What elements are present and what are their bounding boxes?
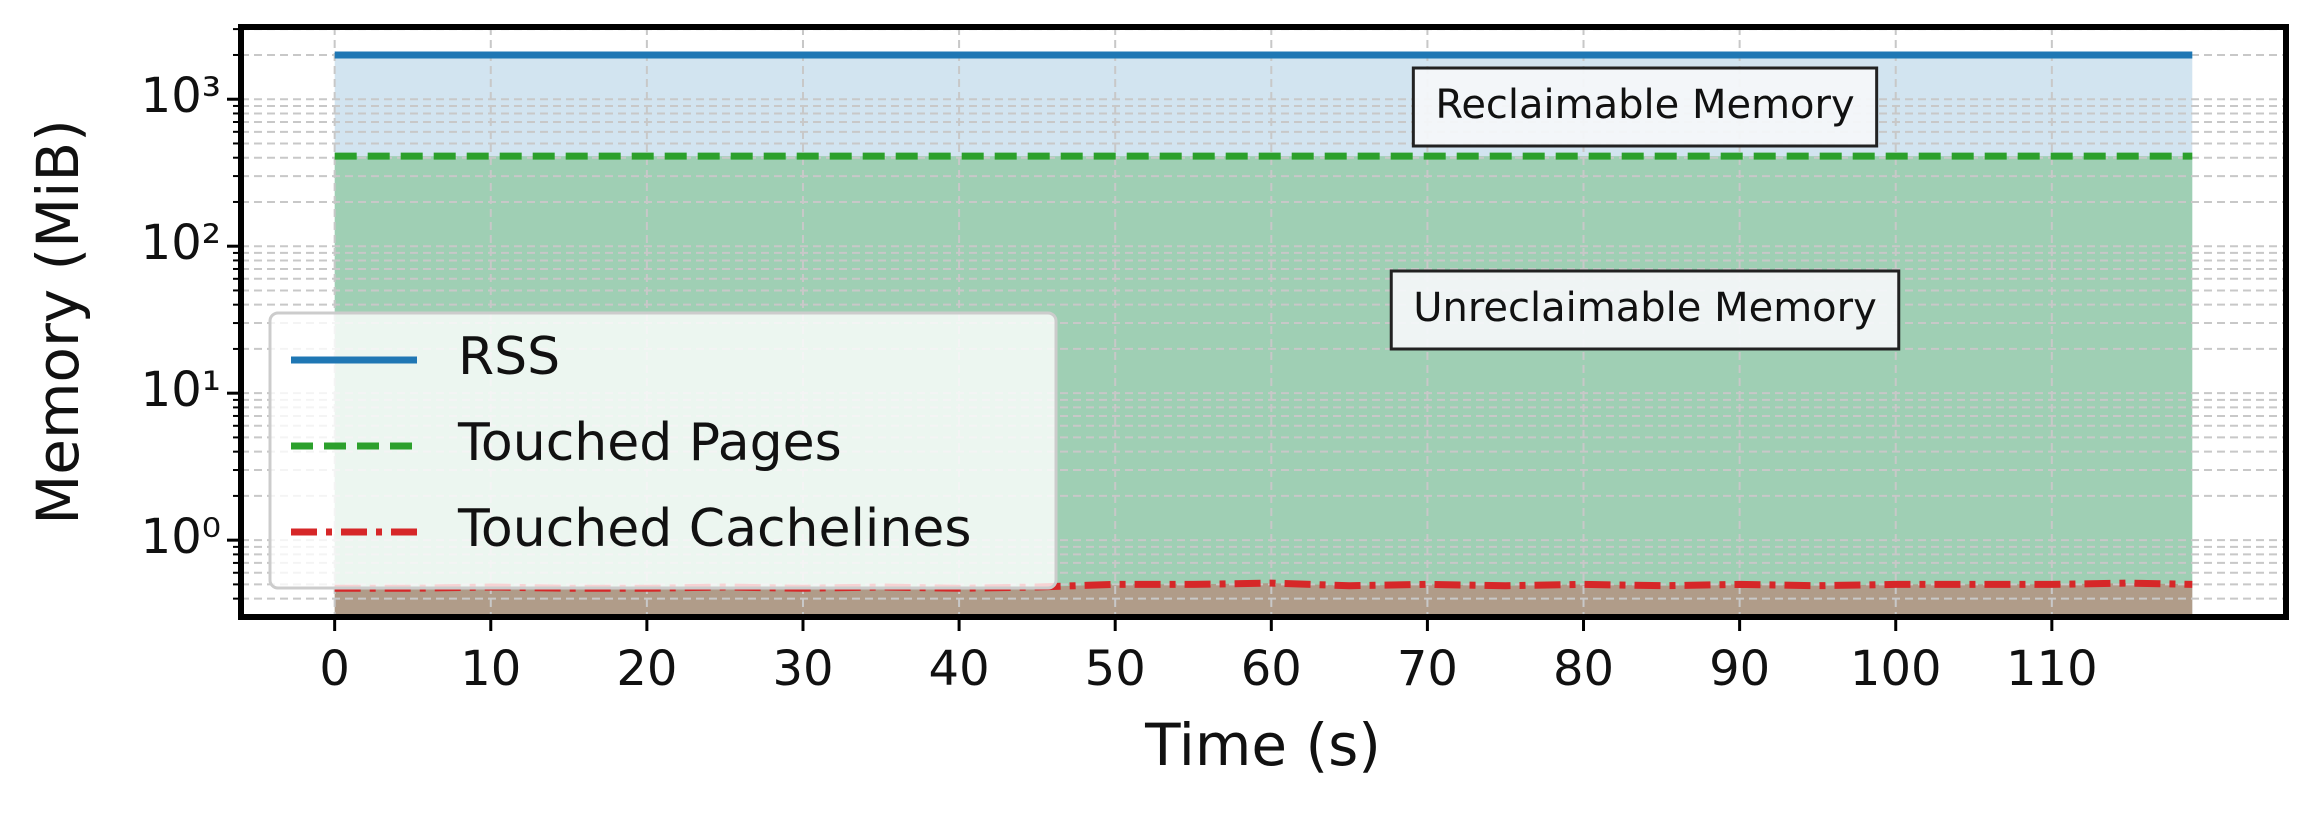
x-tick-label: 60 (1241, 641, 1302, 697)
x-tick-label: 10 (460, 641, 521, 697)
x-tick-label: 50 (1085, 641, 1146, 697)
annotation-box (1389, 269, 1901, 351)
x-tick-label: 40 (929, 641, 990, 697)
x-tick-label: 100 (1850, 641, 1942, 697)
x-tick-label: 20 (616, 641, 677, 697)
legend-label: Touched Cachelines (457, 499, 971, 559)
y-axis-label: Memory (MiB) (24, 119, 92, 525)
annotation: Unreclaimable Memory (1413, 285, 1877, 331)
y-tick-label: 10³ (141, 68, 221, 124)
legend-label: RSS (458, 327, 560, 387)
x-tick-label: 110 (2006, 641, 2098, 697)
x-tick-label: 90 (1709, 641, 1770, 697)
y-tick-label: 10¹ (141, 362, 221, 418)
y-tick-label: 10⁰ (141, 509, 221, 565)
x-tick-label: 70 (1397, 641, 1458, 697)
legend: RSS Touched Pages Touched Cachelines (268, 311, 1058, 590)
plot-frame (238, 24, 2289, 620)
legend-label: Touched Pages (457, 413, 842, 473)
legend-box (268, 311, 1058, 590)
top-layer: Reclaimable Memory Unreclaimable Memory RS… (227, 24, 2289, 631)
x-tick-label: 30 (772, 641, 833, 697)
x-tick-label: 0 (319, 641, 350, 697)
y-tick-label: 10² (141, 215, 221, 271)
x-tick-label: 80 (1553, 641, 1614, 697)
annotation-box (1411, 66, 1879, 148)
x-axis-label: Time (s) (1144, 711, 1381, 779)
annotation: Reclaimable Memory (1435, 82, 1854, 128)
